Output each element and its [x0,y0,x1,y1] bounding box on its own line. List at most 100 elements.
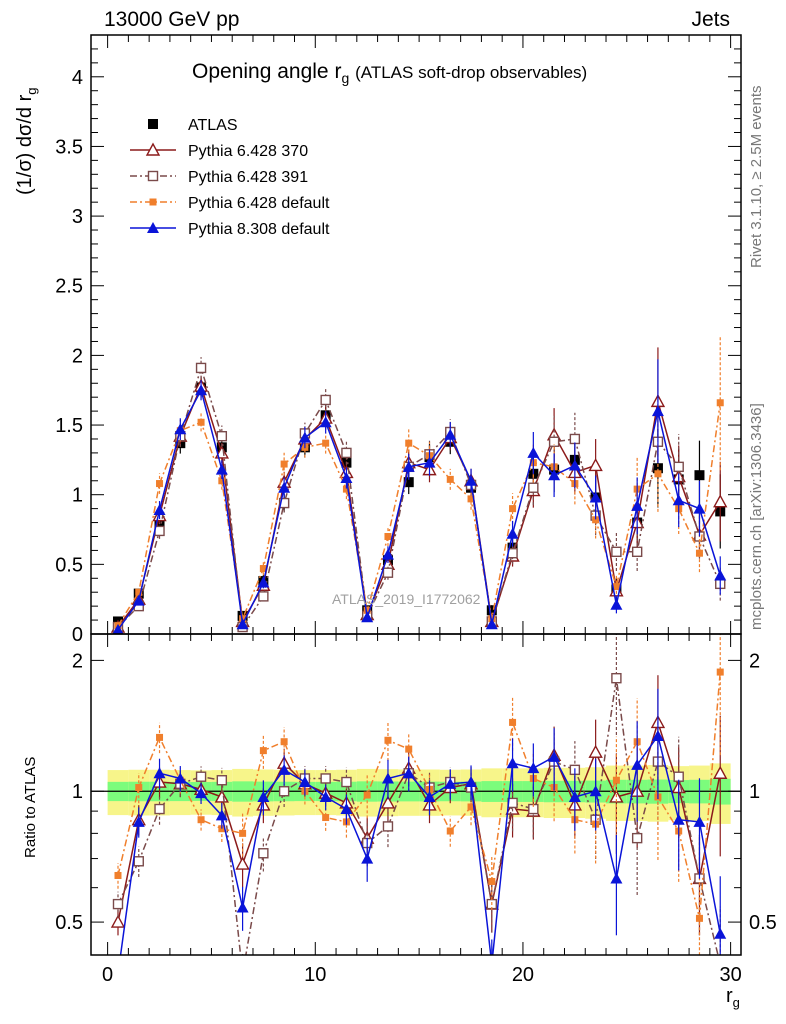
ratio-data-point [695,914,703,922]
data-point [381,548,394,560]
ratio-frame [90,633,742,956]
data-point [694,470,705,481]
ratio-data-point [112,898,124,910]
data-point [465,474,478,486]
ratio-data-point [112,968,124,979]
ratio-data-point [444,777,457,789]
ratio-data-point [382,821,394,832]
legend-label: Pythia 6.428 370 [188,143,308,160]
data-point [716,399,724,407]
data-point [610,598,623,610]
data-point [278,481,291,493]
ratio-data-point [361,852,374,864]
data-point [384,532,392,540]
ratio-data-point [195,771,207,782]
data-point [506,527,519,539]
ratio-data-point [110,914,126,928]
ratio-data-point [713,765,728,779]
y-tick-label: 3 [72,206,83,228]
data-point [509,505,517,513]
ratio-data-point [610,872,623,884]
data-point [218,477,226,485]
data-point [215,463,228,475]
ratio-y-tick-label-right: 2 [749,650,760,672]
title-subscript: g [341,70,350,87]
ratio-data-point [214,789,230,803]
ratio-data-point [672,813,685,825]
data-point [402,460,415,472]
y-tick-label: 0.5 [55,554,83,576]
x-tick-label: 0 [102,964,113,986]
ratio-y-tick-label: 0.5 [55,912,83,934]
data-point [528,482,539,493]
ratio-data-point [235,856,250,870]
title-text: Opening angle r [192,60,342,83]
ratio-y-tick-label-right: 0.5 [749,912,777,934]
legend-item: Pythia 8.308 default [130,221,330,238]
data-point [673,461,684,473]
data-point [214,445,230,459]
ratio-data-point [154,803,165,815]
data-point [156,480,164,488]
legend-label: ATLAS [188,117,238,134]
ratio-data-point [405,745,413,753]
legend-marker [147,170,159,182]
data-point [195,362,207,374]
data-point [568,459,581,471]
data-point [236,618,249,630]
y-tick-label: 0 [72,624,83,646]
series-line [117,383,721,628]
data-point [403,477,414,488]
data-point [216,430,228,442]
ratio-y-tick-label: 1 [72,781,83,803]
data-point [382,567,394,578]
ratio-data-point [488,877,496,885]
ratio-data-point [631,832,643,844]
ratio-data-point [156,733,164,741]
series-line [117,365,721,630]
x-axis-label-text: r [726,985,733,1007]
ratio-data-point [446,827,454,835]
data-point [714,569,727,581]
data-point [197,418,205,426]
ratio-data-point [298,776,311,788]
ratio-data-point [215,809,228,821]
ratio-data-point [236,901,249,913]
data-point [612,583,620,591]
x-tick-label: 10 [304,964,326,986]
main-ylabel-text: (1/σ) dσ/d r [14,94,36,195]
y-tick-label: 1.5 [55,415,83,437]
ratio-data-point [278,786,290,797]
data-point [174,423,187,435]
ratio-data-point [135,783,143,791]
ratio-data-point [341,776,352,788]
data-point [548,436,560,447]
plot-frames: 0 0.5 1 1.5 2 2.5 3 3.5 4 0 10 20 30 0.5 0.5 1 1 2 2 ATLAS P… [55,34,777,986]
data-point [693,502,706,514]
ratio-data-point [259,747,267,755]
data-point [153,504,166,516]
ratio-data-point [380,795,396,809]
data-point [361,611,374,623]
ratio-data-point [133,856,144,867]
ratio-data-point [197,816,205,824]
ratio-data-point [216,775,228,786]
legend-item: Pythia 6.428 370 [130,142,308,160]
ratio-data-point [611,672,622,684]
data-point [195,384,208,396]
ratio-data-point [218,825,226,833]
legend-item: Pythia 6.428 391 [130,169,308,186]
data-point [652,463,663,474]
ratio-data-point [278,763,291,775]
ratio-data-point [612,776,620,784]
mcplots-label: mcplots.cern.ch [arXiv:1306.3436] [748,403,765,630]
ratio-data-point [114,871,122,879]
legend-marker [147,222,159,233]
x-axis-label: rg [726,985,740,1010]
data-point [341,447,352,459]
data-point [588,457,603,472]
data-point [132,594,145,606]
ratio-data-point [258,848,269,859]
legend-marker [149,198,157,206]
ratio-data-point [465,776,478,788]
